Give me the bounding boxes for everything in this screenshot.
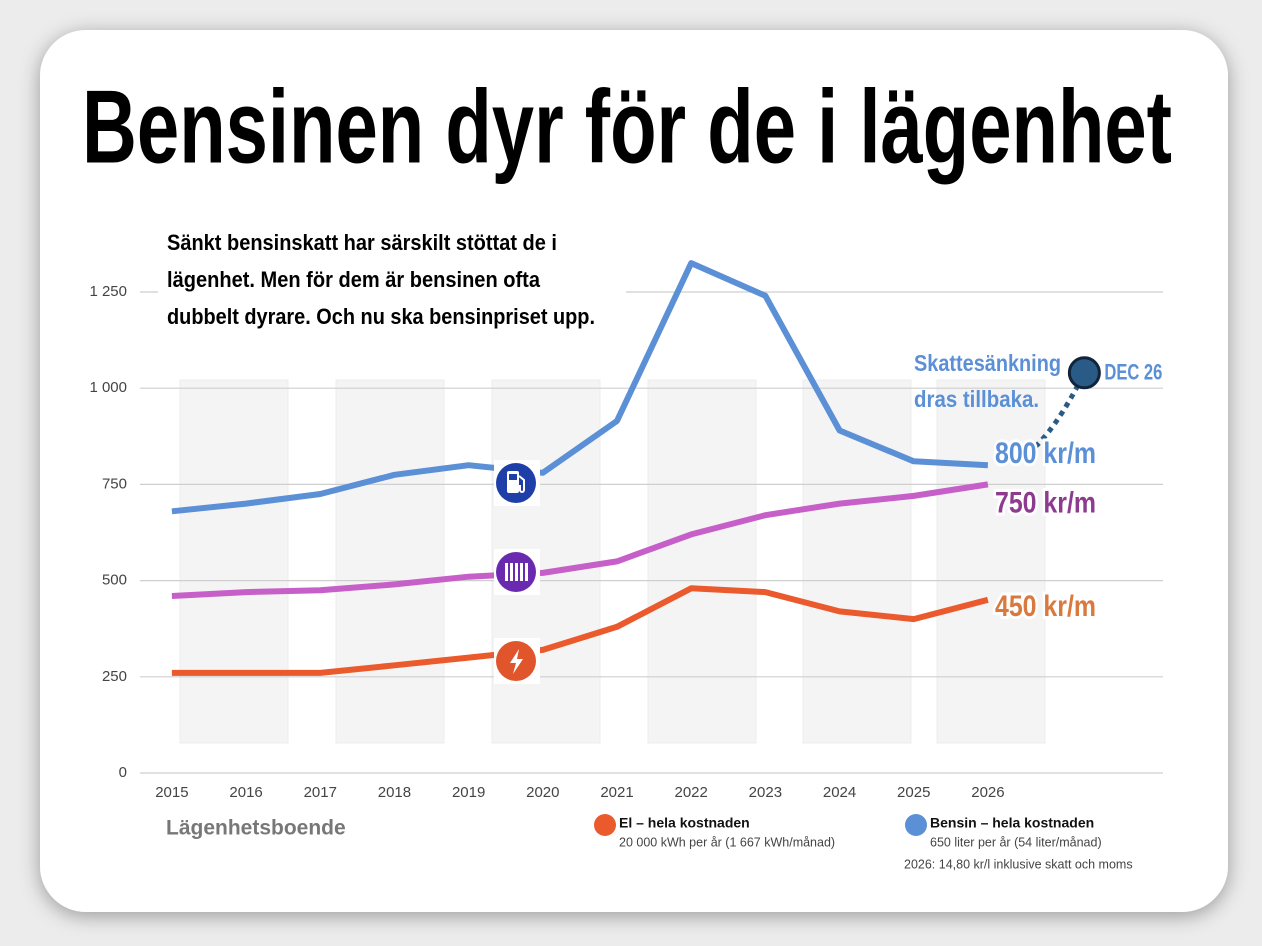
projection-point xyxy=(1067,356,1101,390)
x-tick-label: 2025 xyxy=(897,784,930,801)
y-tick-label: 0 xyxy=(119,764,127,781)
subtitle: dubbelt dyrare. Och nu ska bensinpriset … xyxy=(167,304,595,329)
legend-label: Bensin – hela kostnaden xyxy=(930,815,1094,831)
footer-label: Lägenhetsboende xyxy=(166,817,346,840)
subtitle: lägenhet. Men för dem är bensinen ofta xyxy=(167,267,541,292)
footnote: 2026: 14,80 kr/l inklusive skatt och mom… xyxy=(904,857,1133,871)
annotation: dras tillbaka. xyxy=(914,386,1039,412)
y-tick-label: 500 xyxy=(102,572,127,589)
annotation: Skattesänkning xyxy=(914,350,1061,376)
x-tick-label: 2023 xyxy=(749,784,782,801)
end-label: 450 kr/m xyxy=(995,590,1096,623)
x-tick-label: 2021 xyxy=(600,784,633,801)
legend-label: El – hela kostnaden xyxy=(619,815,750,831)
y-tick-label: 1 000 xyxy=(89,379,127,396)
end-label: 800 kr/m xyxy=(995,437,1096,470)
x-tick-label: 2017 xyxy=(304,784,337,801)
line xyxy=(171,260,989,515)
projection-label: DEC 26 xyxy=(1104,360,1162,385)
icons xyxy=(494,460,540,684)
y-tick-label: 250 xyxy=(102,668,127,685)
x-tick-label: 2019 xyxy=(452,784,485,801)
x-tick-label: 2015 xyxy=(155,784,188,801)
chart-title: Bensinen dyr för de i lägenhet xyxy=(82,69,1172,185)
y-tick-label: 1 250 xyxy=(89,283,127,300)
line xyxy=(171,481,989,599)
x-tick-label: 2020 xyxy=(526,784,559,801)
subtitle: Sänkt bensinskatt har särskilt stöttat d… xyxy=(167,230,557,255)
legend-detail: 650 liter per år (54 liter/månad) xyxy=(930,835,1102,849)
y-tick-label: 750 xyxy=(102,475,127,492)
plot xyxy=(140,260,1163,774)
projection-line xyxy=(1026,371,1087,456)
line xyxy=(171,585,989,676)
legend-swatch xyxy=(905,814,927,836)
legend-detail: 20 000 kWh per år (1 667 kWh/månad) xyxy=(619,835,835,849)
x-tick-label: 2018 xyxy=(378,784,411,801)
x-tick-label: 2022 xyxy=(675,784,708,801)
x-tick-label: 2026 xyxy=(971,784,1004,801)
legend-swatch xyxy=(594,814,616,836)
end-label: 750 kr/m xyxy=(995,486,1096,519)
x-tick-label: 2024 xyxy=(823,784,856,801)
subtitle-bg xyxy=(158,222,626,340)
x-tick-label: 2016 xyxy=(229,784,262,801)
